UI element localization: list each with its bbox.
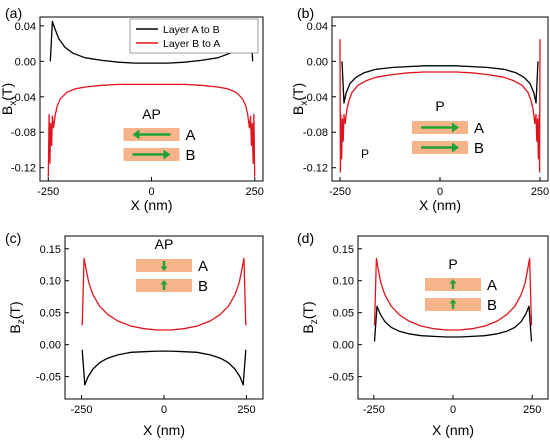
series-line-b-to-a xyxy=(339,39,541,173)
layer-a-label: A xyxy=(474,120,484,137)
chart-panel-1: (a) -250 0 250 0.04 0.00 -0.04 -0.08 -0.12 X (nm)… xyxy=(0,5,264,213)
x-tick-label: -250 xyxy=(37,186,59,198)
magnetization-arrow-b-icon xyxy=(449,299,457,309)
y-tick-label: 0.05 xyxy=(40,308,61,320)
y-tick-label: -0.08 xyxy=(11,127,36,139)
y-tick-label: -0.05 xyxy=(329,372,354,384)
y-tick-label: 0.15 xyxy=(333,244,354,256)
corner-annotation: P xyxy=(361,147,369,161)
layer-stack: AB xyxy=(412,120,484,157)
magnetization-arrow-a-icon xyxy=(421,122,459,133)
x-axis-label: X (nm) xyxy=(432,422,474,438)
layer-b-label: B xyxy=(198,278,208,295)
y-tick-label: 0.00 xyxy=(15,56,36,68)
configuration-label: AP xyxy=(142,106,161,122)
x-tick-label: 250 xyxy=(246,186,264,198)
y-tick-label: 0.10 xyxy=(333,276,354,288)
y-tick-label: 0.04 xyxy=(307,21,328,33)
magnetization-arrow-b-icon xyxy=(132,149,171,160)
x-tick-label: 0 xyxy=(450,404,456,416)
x-tick-label: 0 xyxy=(161,404,167,416)
chart-panel-4: (d) -250 0 250 0.15 0.10 0.05 0.00 -0.05 X (nm) Bz… xyxy=(297,230,549,438)
y-axis-label: Bx(T) xyxy=(0,83,19,115)
legend-label: Layer A to B xyxy=(163,24,220,36)
x-tick-label: -250 xyxy=(363,404,385,416)
y-tick-label: 0.00 xyxy=(333,340,354,352)
layer-b-label: B xyxy=(487,297,497,314)
x-tick-label: -250 xyxy=(70,404,92,416)
layer-stack: AB xyxy=(425,277,497,314)
series-line-b-to-a xyxy=(373,257,533,331)
magnetization-arrow-a-icon xyxy=(449,279,457,289)
panel-label: (b) xyxy=(297,5,314,21)
y-axis-label: Bz(T) xyxy=(300,301,320,333)
magnetization-arrow-b-icon xyxy=(421,142,459,153)
x-axis-label: X (nm) xyxy=(143,422,185,438)
configuration-label: P xyxy=(448,256,457,272)
chart-panel-3: (c) -250 0 250 0.15 0.10 0.05 0.00 -0.05 X (nm) Bz… xyxy=(5,230,264,438)
x-tick-label: 250 xyxy=(531,186,549,198)
x-tick-label: 0 xyxy=(437,186,443,198)
chart-panel-2: (b) -250 0 250 0.04 0.00 -0.04 -0.08 -0.12 X (nm)… xyxy=(290,5,549,213)
x-axis-label: X (nm) xyxy=(419,197,461,213)
magnetization-arrow-a-icon xyxy=(160,261,168,271)
panel-label: (a) xyxy=(5,5,22,21)
series-line-a-to-b xyxy=(341,61,539,104)
series-line-a-to-b xyxy=(373,305,533,342)
y-tick-label: -0.12 xyxy=(11,163,36,175)
legend-label: Layer B to A xyxy=(163,38,220,50)
magnetization-arrow-a-icon xyxy=(132,129,171,140)
configuration-label: P xyxy=(435,98,444,114)
y-axis-label: Bz(T) xyxy=(7,301,27,333)
x-tick-label: -250 xyxy=(329,186,351,198)
layer-stack: AB xyxy=(123,127,196,164)
magnetization-arrow-b-icon xyxy=(160,280,168,290)
y-tick-label: 0.00 xyxy=(40,340,61,352)
y-tick-label: -0.04 xyxy=(303,92,328,104)
y-tick-label: -0.05 xyxy=(36,372,61,384)
panel-label: (d) xyxy=(297,230,314,246)
x-tick-label: 250 xyxy=(523,404,541,416)
layer-a-label: A xyxy=(186,127,196,144)
layer-b-label: B xyxy=(186,147,196,164)
series-line-b-to-a xyxy=(81,257,247,331)
y-tick-label: 0.04 xyxy=(15,21,36,33)
series-line-a-to-b xyxy=(81,349,247,386)
y-tick-label: -0.12 xyxy=(303,163,328,175)
y-tick-label: 0.00 xyxy=(307,56,328,68)
y-tick-label: -0.04 xyxy=(11,92,36,104)
configuration-label: AP xyxy=(155,236,174,252)
x-tick-label: 250 xyxy=(237,404,255,416)
x-axis-label: X (nm) xyxy=(131,197,173,213)
legend: Layer A to B Layer B to A xyxy=(129,18,259,54)
layer-a-label: A xyxy=(198,258,208,275)
layer-stack: AB xyxy=(136,258,208,295)
layer-a-label: A xyxy=(487,277,497,294)
y-axis-label: Bx(T) xyxy=(290,83,310,115)
y-tick-label: -0.08 xyxy=(303,127,328,139)
y-tick-label: 0.10 xyxy=(40,276,61,288)
panel-label: (c) xyxy=(5,230,21,246)
y-tick-label: 0.15 xyxy=(40,244,61,256)
y-tick-label: 0.05 xyxy=(333,308,354,320)
layer-b-label: B xyxy=(474,140,484,157)
series-line-b-to-a xyxy=(47,83,256,177)
x-tick-label: 0 xyxy=(148,186,154,198)
